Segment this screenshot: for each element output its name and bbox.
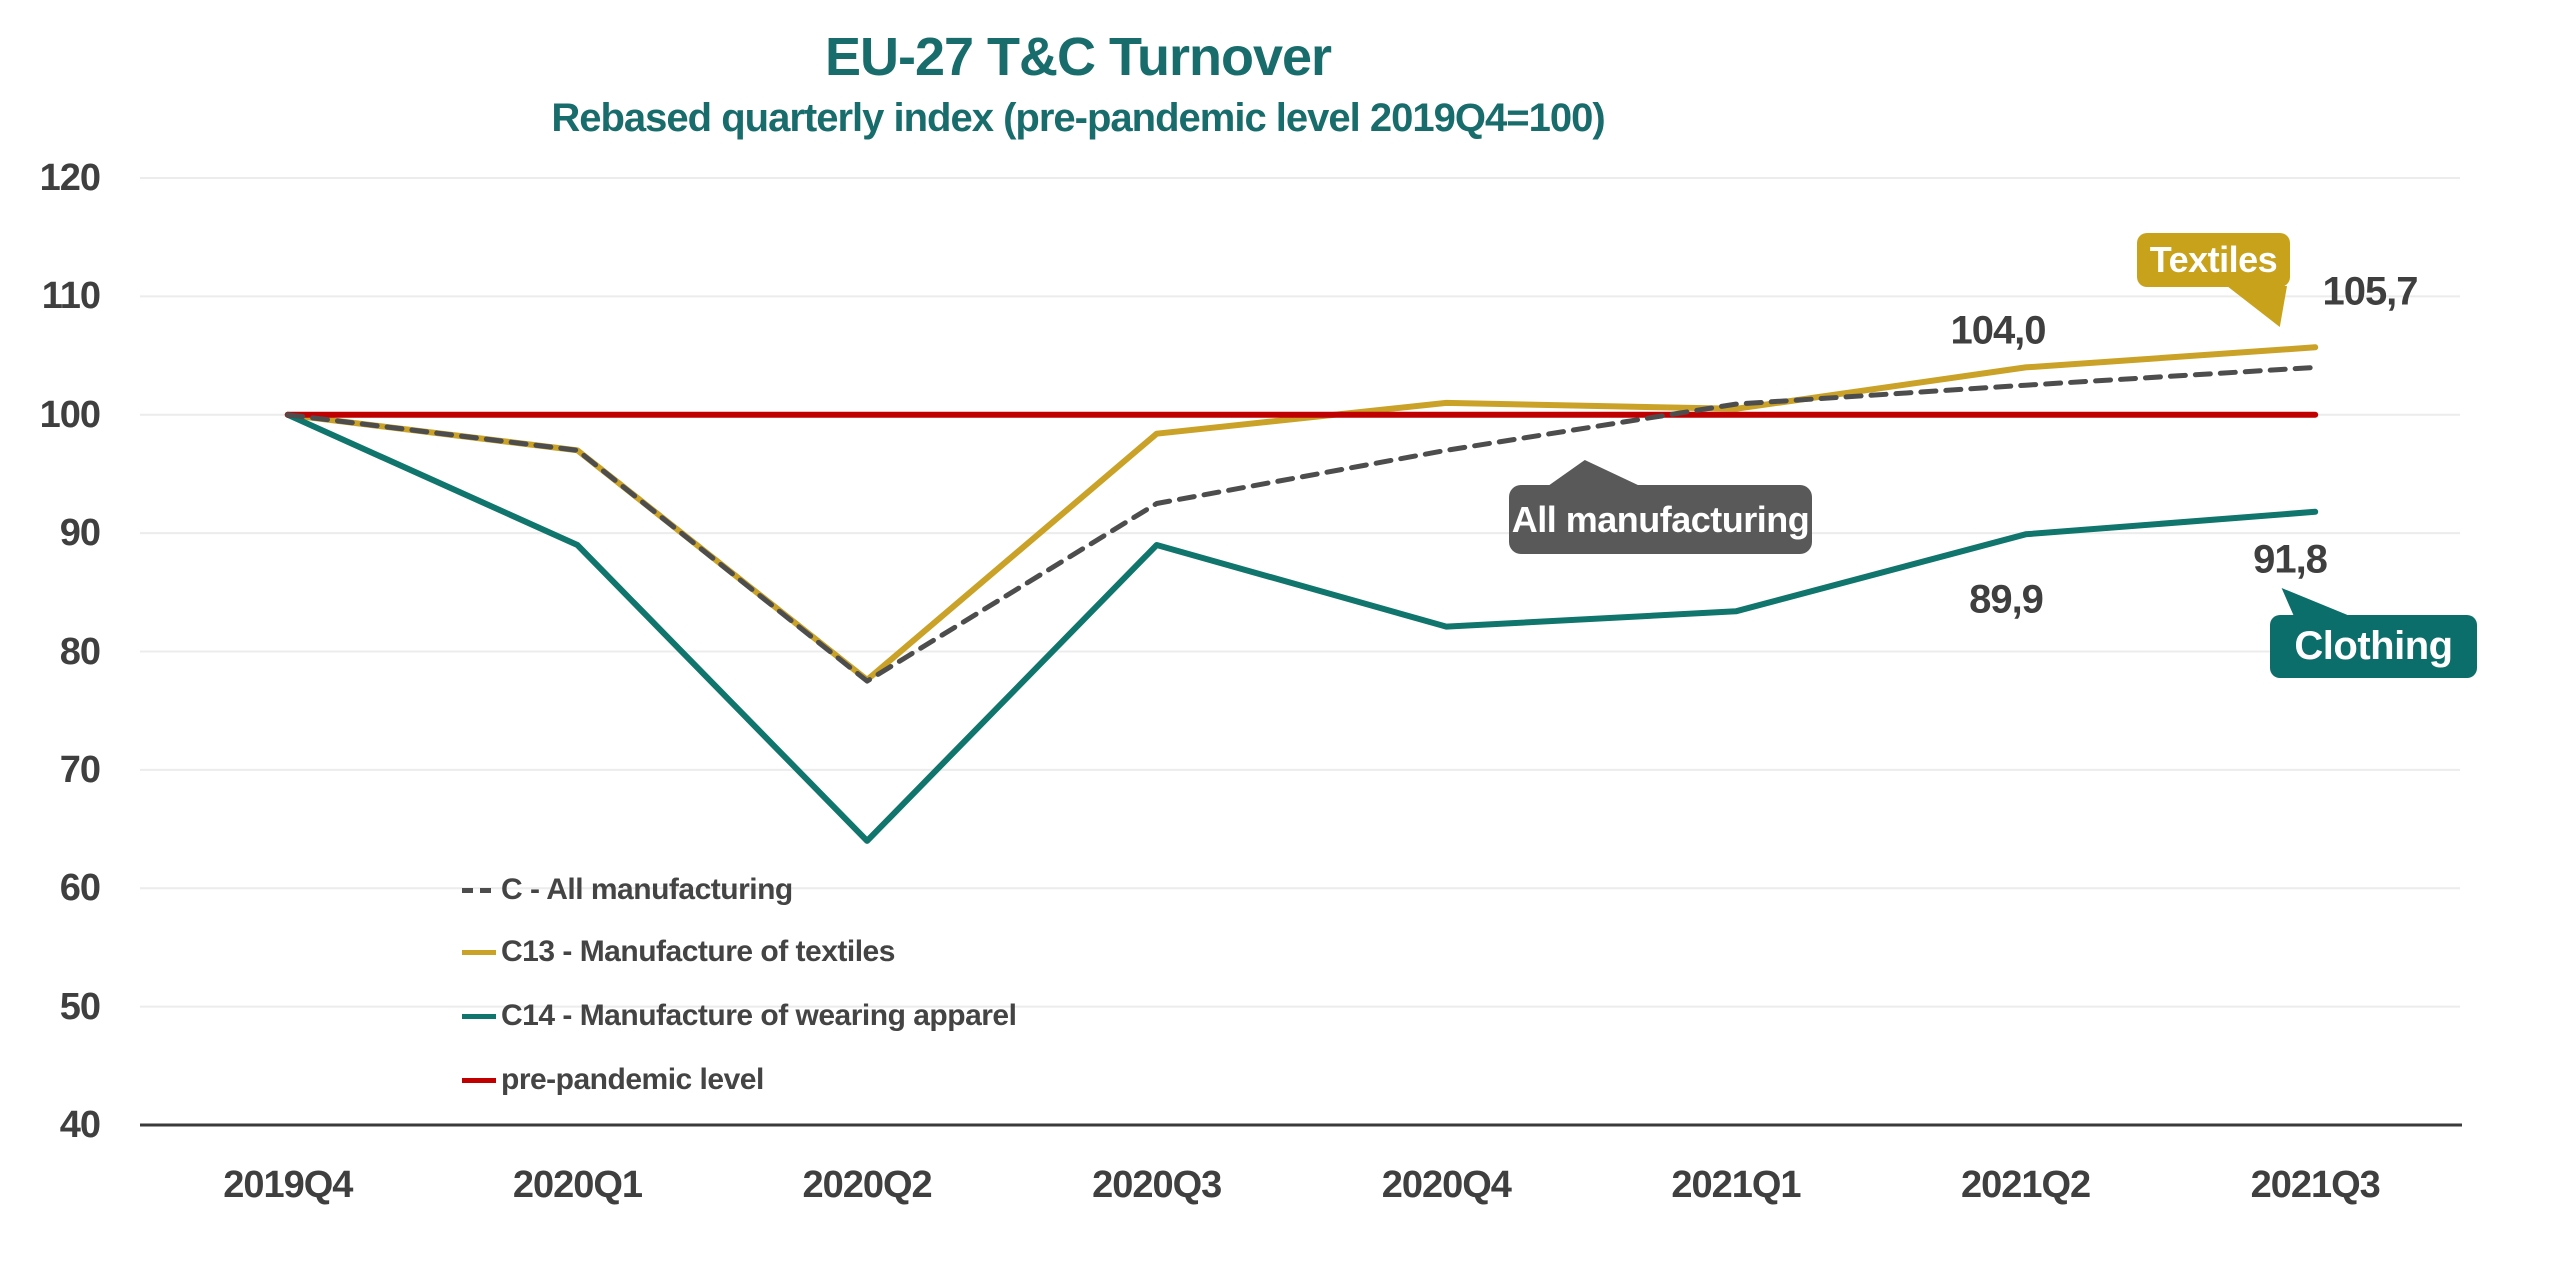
legend-marker-solid-line-icon <box>462 949 496 955</box>
legend-item-c13-manufacture-of-textiles: C13 - Manufacture of textiles <box>462 932 895 972</box>
y-axis-label-120: 120 <box>39 157 101 199</box>
legend-label: C - All manufacturing <box>501 873 793 906</box>
legend-item-c14-manufacture-of-wearing-apparel: C14 - Manufacture of wearing apparel <box>462 996 1017 1036</box>
legend-marker-solid-line-icon <box>462 1077 496 1083</box>
callout-all-manufacturing: All manufacturing <box>1509 460 1812 554</box>
y-axis-label-50: 50 <box>59 985 101 1028</box>
callout-clothing: Clothing <box>2270 588 2477 678</box>
data-label-apparel-2021q3: 91,8 <box>2253 537 2328 582</box>
y-axis-label-90: 90 <box>59 512 101 555</box>
legend-item-pre-pandemic-level: pre-pandemic level <box>462 1060 764 1100</box>
data-label-textiles-2021q2: 104,0 <box>1950 308 2046 353</box>
legend-marker-dashed-line-icon <box>462 887 496 893</box>
x-axis-label-2021q1: 2021Q1 <box>1671 1164 1801 1206</box>
x-axis-label-2021q3: 2021Q3 <box>2250 1164 2381 1206</box>
data-label-textiles-2021q3: 105,7 <box>2322 269 2418 314</box>
series-line-c13-manufacture-of-textiles <box>284 344 2319 683</box>
legend-label: pre-pandemic level <box>501 1063 764 1096</box>
y-axis-label-110: 110 <box>41 275 101 318</box>
y-axis-label-60: 60 <box>59 867 101 910</box>
callout-clothing-label: Clothing <box>2294 624 2453 668</box>
callout-all-manufacturing-label: All manufacturing <box>1511 498 1810 540</box>
series-line-c14-manufacture-of-wearing-apparel <box>284 411 2319 844</box>
chart-title: EU-27 T&C Turnover <box>824 27 1332 87</box>
chart-subtitle: Rebased quarterly index (pre-pandemic le… <box>551 96 1605 140</box>
data-label-apparel-2021q2: 89,9 <box>1969 577 2044 622</box>
x-axis-label-2020q1: 2020Q1 <box>512 1164 643 1206</box>
y-axis-label-100: 100 <box>39 393 101 436</box>
x-axis-label-2021q2: 2021Q2 <box>1960 1164 2091 1206</box>
y-axis-label-70: 70 <box>59 748 101 791</box>
legend-label: C13 - Manufacture of textiles <box>501 935 895 968</box>
legend-marker-solid-line-icon <box>462 1013 496 1019</box>
legend-label: C14 - Manufacture of wearing apparel <box>501 999 1017 1032</box>
y-axis-label-40: 40 <box>59 1104 101 1146</box>
callout-textiles: Textiles <box>2137 233 2290 327</box>
x-axis-label-2019q4: 2019Q4 <box>223 1164 353 1206</box>
x-axis-label-2020q4: 2020Q4 <box>1381 1164 1512 1206</box>
series-line-c-all-manufacturing <box>285 364 2318 684</box>
x-axis-label-2020q3: 2020Q3 <box>1092 1164 1222 1206</box>
callout-textiles-label: Textiles <box>2149 239 2278 280</box>
x-axis-label-2020q2: 2020Q2 <box>802 1164 932 1206</box>
legend-item-c-all-manufacturing: C - All manufacturing <box>462 870 793 910</box>
y-axis-label-80: 80 <box>59 630 101 673</box>
